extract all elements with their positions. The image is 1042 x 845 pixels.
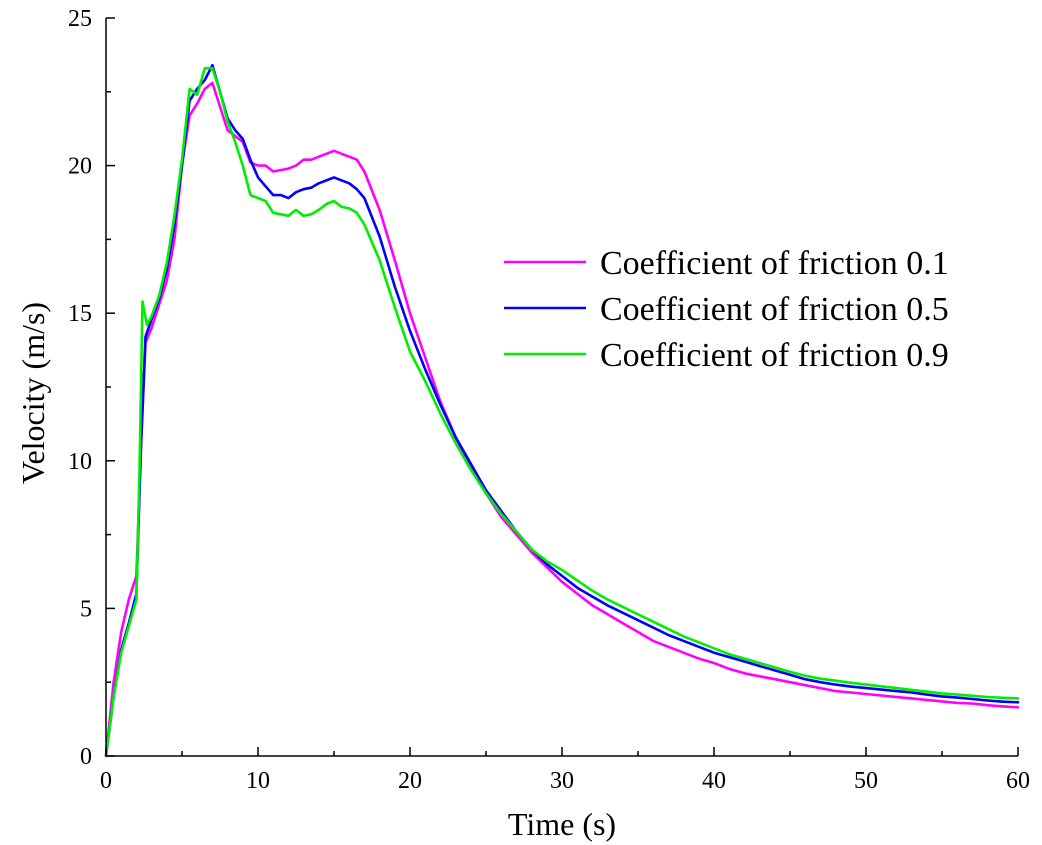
- legend: Coefficient of friction 0.1 Coefficient o…: [504, 245, 949, 374]
- series-line-1: [104, 81, 1020, 758]
- x-tick-label: 0: [100, 768, 112, 794]
- x-tick-label: 50: [854, 768, 878, 794]
- y-tick-label: 10: [68, 449, 92, 475]
- x-tick-label: 40: [702, 768, 726, 794]
- y-tick-label: 5: [80, 596, 92, 622]
- series-line-3: [104, 66, 1020, 758]
- x-tick-label: 30: [550, 768, 574, 794]
- x-tick-label: 10: [246, 768, 270, 794]
- axes-layer: 0 10 20 30 40 50 60 0 5 10 15 20 25: [68, 6, 1030, 794]
- legend-label-2: Coefficient of friction 0.5: [600, 291, 949, 328]
- x-tick-label: 60: [1006, 768, 1030, 794]
- x-axis-title: Time (s): [508, 806, 616, 842]
- series-layer: [104, 63, 1020, 758]
- x-tick-label: 20: [398, 768, 422, 794]
- y-tick-label: 0: [80, 744, 92, 770]
- y-tick-label: 25: [68, 6, 92, 32]
- series-line-2: [104, 63, 1020, 758]
- legend-label-1: Coefficient of friction 0.1: [600, 245, 949, 282]
- y-tick-label: 20: [68, 154, 92, 180]
- y-axis-title: Velocity (m/s): [15, 302, 51, 484]
- legend-label-3: Coefficient of friction 0.9: [600, 337, 949, 374]
- y-tick-label: 15: [68, 301, 92, 327]
